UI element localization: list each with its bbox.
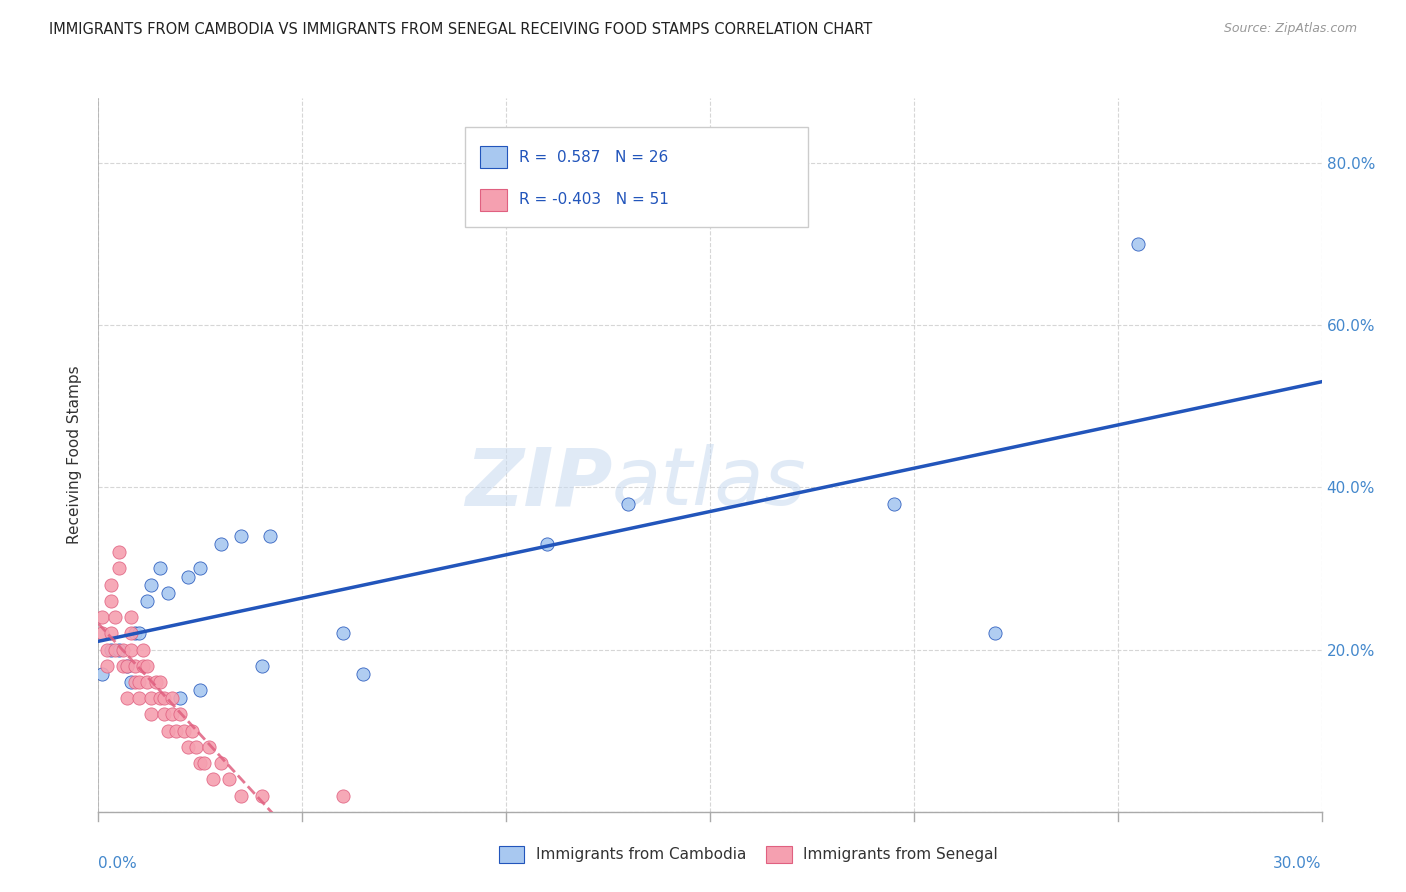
Y-axis label: Receiving Food Stamps: Receiving Food Stamps — [67, 366, 83, 544]
Text: R =  0.587   N = 26: R = 0.587 N = 26 — [519, 150, 668, 164]
Point — [332, 789, 354, 803]
Point — [136, 594, 159, 608]
Point — [96, 658, 118, 673]
Point — [141, 707, 163, 722]
Text: IMMIGRANTS FROM CAMBODIA VS IMMIGRANTS FROM SENEGAL RECEIVING FOOD STAMPS CORREL: IMMIGRANTS FROM CAMBODIA VS IMMIGRANTS F… — [49, 22, 873, 37]
Point — [132, 658, 155, 673]
Point — [209, 756, 232, 770]
Point — [141, 691, 163, 706]
Point — [108, 545, 131, 559]
Point — [100, 642, 122, 657]
Point — [173, 723, 195, 738]
Point — [188, 683, 212, 698]
Point — [120, 610, 142, 624]
Point — [165, 723, 187, 738]
Point — [160, 707, 183, 722]
Point — [115, 691, 138, 706]
Point — [104, 610, 127, 624]
Text: Immigrants from Senegal: Immigrants from Senegal — [803, 847, 998, 862]
Point — [218, 772, 240, 787]
Point — [124, 626, 146, 640]
Bar — [479, 146, 508, 168]
Bar — [479, 189, 508, 211]
Text: Source: ZipAtlas.com: Source: ZipAtlas.com — [1223, 22, 1357, 36]
Point — [177, 739, 200, 754]
Point — [536, 537, 558, 551]
Point — [149, 561, 172, 575]
Point — [120, 626, 142, 640]
Point — [152, 691, 174, 706]
Point — [136, 675, 159, 690]
Point — [883, 497, 905, 511]
Point — [617, 497, 640, 511]
Point — [177, 569, 200, 583]
Point — [124, 658, 146, 673]
Point — [100, 626, 122, 640]
Text: atlas: atlas — [612, 444, 807, 523]
Point — [145, 675, 167, 690]
Point — [169, 691, 191, 706]
Text: R = -0.403   N = 51: R = -0.403 N = 51 — [519, 193, 669, 207]
Point — [332, 626, 354, 640]
Point — [984, 626, 1007, 640]
Point — [160, 691, 183, 706]
Point — [156, 586, 179, 600]
Text: ZIP: ZIP — [465, 444, 612, 523]
Point — [352, 666, 374, 681]
Point — [231, 529, 253, 543]
Point — [149, 675, 172, 690]
Point — [231, 789, 253, 803]
Point — [259, 529, 281, 543]
Point — [120, 642, 142, 657]
Bar — [465, 127, 808, 227]
Point — [201, 772, 224, 787]
Point — [149, 691, 172, 706]
Point — [128, 691, 150, 706]
Point — [108, 561, 131, 575]
Point — [141, 577, 163, 591]
Point — [132, 642, 155, 657]
Point — [104, 642, 127, 657]
Point — [193, 756, 215, 770]
Point — [197, 739, 219, 754]
Point — [124, 675, 146, 690]
Point — [91, 610, 114, 624]
Point — [100, 594, 122, 608]
Point — [169, 707, 191, 722]
Point — [100, 577, 122, 591]
Point — [91, 626, 114, 640]
Point — [181, 723, 204, 738]
Text: Immigrants from Cambodia: Immigrants from Cambodia — [536, 847, 747, 862]
Point — [115, 658, 138, 673]
Point — [1128, 237, 1150, 252]
Point — [250, 658, 273, 673]
Point — [186, 739, 208, 754]
Point — [108, 642, 131, 657]
Point — [128, 675, 150, 690]
Point — [136, 658, 159, 673]
Point — [91, 666, 114, 681]
Point — [111, 642, 134, 657]
Point — [156, 723, 179, 738]
Point — [250, 789, 273, 803]
Point — [209, 537, 232, 551]
Text: 0.0%: 0.0% — [98, 856, 138, 871]
Point — [120, 675, 142, 690]
Point — [96, 642, 118, 657]
Text: 30.0%: 30.0% — [1274, 856, 1322, 871]
Point — [128, 626, 150, 640]
Point — [152, 707, 174, 722]
Point — [115, 658, 138, 673]
Point — [188, 756, 212, 770]
Point — [188, 561, 212, 575]
Point — [111, 658, 134, 673]
